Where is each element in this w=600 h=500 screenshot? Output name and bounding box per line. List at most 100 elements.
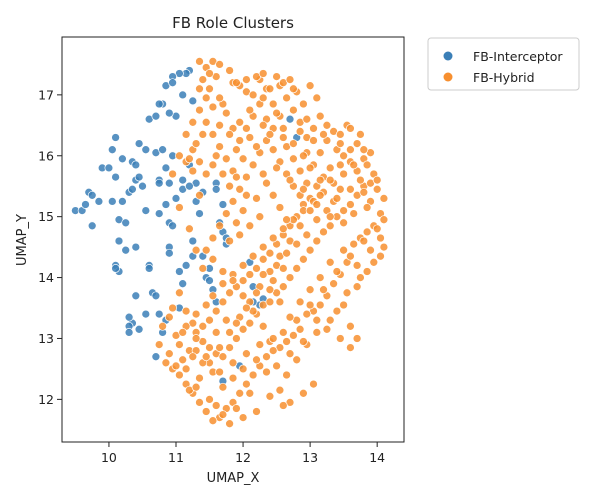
point-fb-hybrid-360 xyxy=(211,328,221,337)
point-fb-hybrid-270 xyxy=(305,81,315,91)
point-fb-hybrid-329 xyxy=(302,230,312,240)
point-fb-hybrid-308 xyxy=(164,312,174,322)
point-fb-hybrid-135 xyxy=(208,291,218,301)
chart-title: FB Role Clusters xyxy=(172,14,294,32)
point-fb-hybrid-175 xyxy=(278,328,288,337)
point-fb-hybrid-346 xyxy=(225,181,234,191)
point-fb-hybrid-93 xyxy=(312,236,322,246)
point-fb-hybrid-324 xyxy=(265,285,275,295)
point-fb-interceptor-83 xyxy=(134,324,144,334)
point-fb-interceptor-18 xyxy=(121,218,131,228)
point-fb-hybrid-224 xyxy=(295,166,305,176)
x-axis: 10 11 12 13 14 xyxy=(101,442,385,465)
point-fb-interceptor-44 xyxy=(161,163,171,173)
point-fb-interceptor-110 xyxy=(185,181,194,191)
point-fb-interceptor-56 xyxy=(181,261,191,270)
point-fb-hybrid-70 xyxy=(158,321,167,331)
point-fb-hybrid-388 xyxy=(278,124,288,133)
point-fb-hybrid-157 xyxy=(305,206,315,215)
x-tick-label-10: 10 xyxy=(101,450,117,465)
point-fb-hybrid-376 xyxy=(359,145,369,155)
point-fb-interceptor-9 xyxy=(107,197,117,206)
point-fb-interceptor-72 xyxy=(218,200,228,209)
point-fb-interceptor-45 xyxy=(161,200,171,209)
point-fb-hybrid-370 xyxy=(325,315,335,325)
point-fb-interceptor-81 xyxy=(151,352,161,362)
point-fb-hybrid-282 xyxy=(232,78,241,88)
point-fb-hybrid-118 xyxy=(245,270,255,279)
point-fb-hybrid-168 xyxy=(195,373,204,383)
point-fb-hybrid-153 xyxy=(346,145,355,155)
point-fb-hybrid-320 xyxy=(305,285,315,295)
point-fb-hybrid-92 xyxy=(305,245,315,255)
point-fb-hybrid-81 xyxy=(232,334,241,343)
point-fb-hybrid-390 xyxy=(299,151,308,161)
point-fb-hybrid-98 xyxy=(346,200,355,209)
y-axis-label: UMAP_Y xyxy=(15,214,30,266)
point-fb-hybrid-189 xyxy=(352,334,362,343)
point-fb-hybrid-211 xyxy=(208,233,218,243)
point-fb-hybrid-357 xyxy=(242,303,251,313)
point-fb-interceptor-27 xyxy=(134,139,144,148)
point-fb-hybrid-241 xyxy=(255,212,265,222)
point-fb-hybrid-283 xyxy=(205,84,214,94)
point-fb-hybrid-237 xyxy=(232,218,241,228)
point-fb-hybrid-319 xyxy=(315,273,325,282)
point-fb-hybrid-213 xyxy=(221,209,231,218)
point-fb-hybrid-301 xyxy=(245,388,255,398)
point-fb-hybrid-142 xyxy=(278,224,288,234)
point-fb-hybrid-154 xyxy=(335,160,345,170)
point-fb-hybrid-375 xyxy=(379,215,389,225)
point-fb-hybrid-3 xyxy=(215,60,224,69)
x-tick-label-14: 14 xyxy=(369,450,385,465)
point-fb-hybrid-325 xyxy=(258,270,268,279)
point-fb-hybrid-245 xyxy=(208,130,218,139)
point-fb-hybrid-181 xyxy=(359,236,369,246)
point-fb-hybrid-215 xyxy=(235,184,245,194)
point-fb-hybrid-40 xyxy=(349,239,359,249)
point-fb-hybrid-117 xyxy=(252,264,261,273)
point-fb-hybrid-24 xyxy=(309,124,318,133)
point-fb-hybrid-125 xyxy=(198,321,208,331)
point-fb-hybrid-339 xyxy=(302,114,312,124)
point-fb-hybrid-187 xyxy=(332,306,342,316)
point-fb-interceptor-111 xyxy=(164,178,174,188)
point-fb-interceptor-16 xyxy=(114,236,124,246)
point-fb-interceptor-25 xyxy=(131,160,141,170)
point-fb-hybrid-345 xyxy=(232,172,241,182)
point-fb-hybrid-56 xyxy=(242,379,251,389)
point-fb-hybrid-268 xyxy=(309,136,318,145)
y-tick-label-13: 13 xyxy=(38,331,54,346)
point-fb-interceptor-17 xyxy=(118,154,127,164)
point-fb-hybrid-134 xyxy=(201,300,211,310)
point-fb-interceptor-10 xyxy=(107,145,117,155)
point-fb-hybrid-62 xyxy=(201,407,211,416)
point-fb-interceptor-34 xyxy=(144,264,154,273)
point-fb-hybrid-362 xyxy=(215,367,224,377)
point-fb-hybrid-216 xyxy=(242,172,251,182)
point-fb-hybrid-280 xyxy=(265,84,275,94)
point-fb-hybrid-238 xyxy=(225,236,234,246)
point-fb-hybrid-83 xyxy=(245,318,255,328)
point-fb-hybrid-138 xyxy=(238,261,248,270)
point-fb-hybrid-315 xyxy=(366,245,375,255)
point-fb-hybrid-103 xyxy=(352,139,362,148)
point-fb-hybrid-38 xyxy=(362,227,372,237)
point-fb-hybrid-368 xyxy=(299,337,308,346)
point-fb-hybrid-119 xyxy=(238,276,248,285)
plot-frame xyxy=(61,36,405,443)
point-fb-hybrid-332 xyxy=(332,194,342,203)
point-fb-interceptor-5 xyxy=(87,221,97,231)
point-fb-hybrid-180 xyxy=(346,251,355,261)
point-fb-hybrid-386 xyxy=(258,120,268,130)
point-fb-hybrid-141 xyxy=(268,233,278,243)
legend: FB-Interceptor FB-Hybrid xyxy=(427,37,580,91)
point-fb-hybrid-184 xyxy=(369,257,379,267)
point-fb-hybrid-262 xyxy=(268,145,278,155)
point-fb-hybrid-8 xyxy=(201,93,211,103)
point-fb-hybrid-205 xyxy=(225,419,234,429)
point-fb-hybrid-173 xyxy=(252,355,261,365)
point-fb-hybrid-34 xyxy=(372,184,382,194)
point-fb-hybrid-97 xyxy=(339,206,348,215)
point-fb-hybrid-343 xyxy=(252,142,261,151)
